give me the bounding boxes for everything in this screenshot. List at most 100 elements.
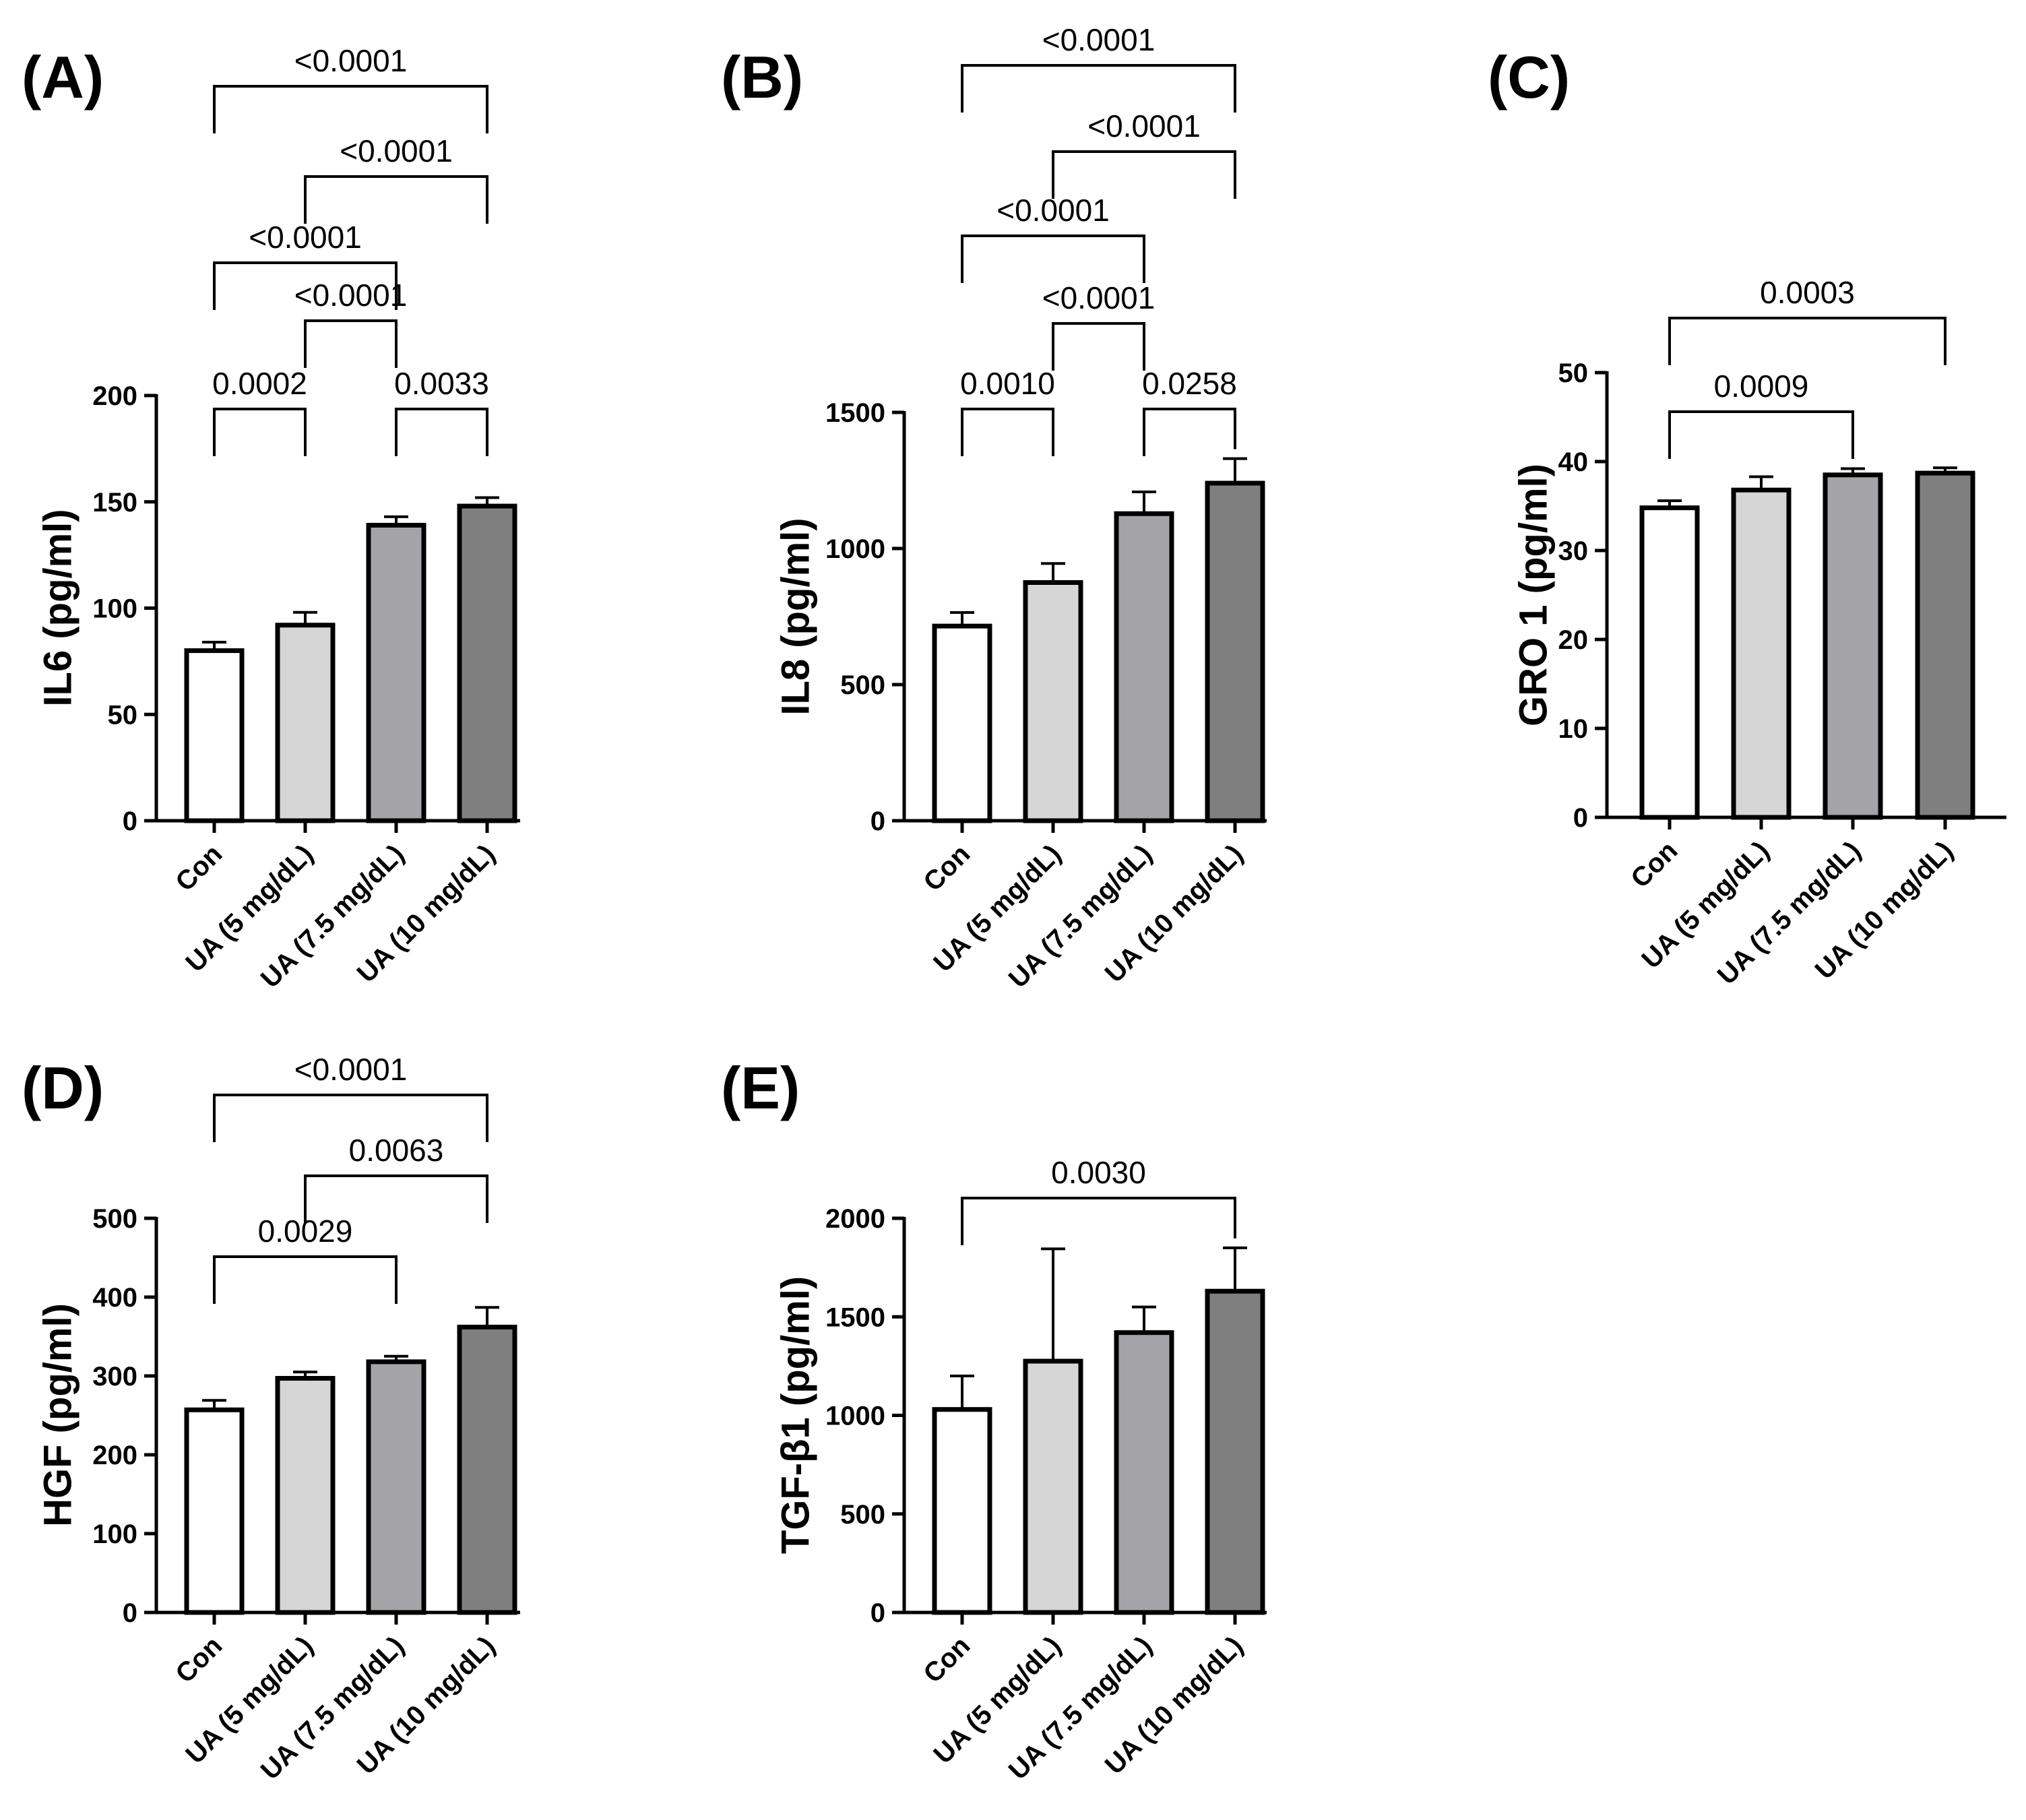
y-tick-label: 0	[870, 807, 885, 836]
significance-bracket	[213, 85, 488, 133]
p-value-label: <0.0001	[1087, 108, 1201, 144]
bar-con	[184, 648, 245, 823]
bar-con	[932, 1407, 992, 1615]
bar-ua-5	[275, 1376, 336, 1615]
significance-bracket	[961, 408, 1054, 456]
significance-bracket	[304, 319, 398, 368]
bar-ua-10	[1205, 1288, 1265, 1615]
y-tick-label: 100	[92, 594, 137, 624]
p-value-label: 0.0030	[1051, 1155, 1146, 1190]
p-value-label: 0.0009	[1714, 369, 1809, 404]
p-value-label: 0.0033	[394, 366, 489, 401]
x-tick-label: Con	[170, 839, 228, 897]
significance-bracket	[213, 261, 398, 310]
y-tick-label: 1000	[825, 1402, 885, 1431]
bar-ua-10	[457, 503, 517, 823]
bar-con	[932, 623, 992, 823]
bar-ua-5	[275, 623, 336, 823]
p-value-label: <0.0001	[294, 43, 408, 78]
y-axis-label: TGF-β1 (pg/ml)	[773, 1276, 817, 1554]
y-tick-label: 500	[840, 670, 885, 700]
significance-bracket	[395, 408, 488, 456]
significance-bracket	[304, 1174, 488, 1223]
y-tick-label: 50	[108, 700, 138, 730]
y-tick-label: 200	[92, 1441, 137, 1470]
significance-bracket	[961, 234, 1145, 283]
y-tick-label: 150	[92, 488, 137, 517]
bar-ua-7-5	[366, 522, 426, 823]
panel-label: (A)	[22, 44, 104, 111]
y-axis-label: GRO 1 (pg/ml)	[1511, 464, 1555, 726]
y-tick-label: 0	[123, 1598, 137, 1628]
p-value-label: 0.0010	[960, 366, 1055, 401]
y-axis-label: IL6 (pg/ml)	[36, 509, 80, 706]
panel-label: (B)	[721, 44, 803, 111]
bar-ua-10	[457, 1324, 517, 1615]
significance-bracket	[1052, 150, 1236, 199]
y-tick-label: 1500	[825, 1303, 885, 1332]
y-tick-label: 2000	[825, 1204, 885, 1234]
significance-bracket	[961, 64, 1236, 113]
y-tick-label: 500	[92, 1204, 137, 1234]
y-tick-label: 10	[1558, 714, 1589, 744]
y-axis-label: IL8 (pg/ml)	[773, 517, 817, 715]
p-value-label: 0.0063	[349, 1133, 444, 1168]
x-tick-label: Con	[918, 839, 976, 897]
significance-bracket	[213, 1094, 488, 1142]
y-tick-label: 20	[1558, 625, 1589, 655]
significance-bracket	[213, 408, 307, 456]
p-value-label: 0.0003	[1760, 275, 1855, 310]
significance-bracket	[213, 1255, 398, 1304]
y-tick-label: 200	[92, 381, 137, 411]
y-tick-label: 300	[92, 1362, 137, 1391]
bar-ua-5	[1023, 580, 1083, 823]
y-tick-label: 500	[840, 1500, 885, 1530]
bar-ua-5	[1023, 1358, 1083, 1615]
bar-ua-7-5	[1114, 511, 1174, 823]
bar-ua-7-5	[366, 1359, 426, 1615]
bar-con	[184, 1407, 245, 1615]
y-tick-label: 1500	[825, 398, 885, 428]
x-tick-label: Con	[1625, 836, 1683, 893]
bar-ua-7-5	[1114, 1330, 1174, 1615]
p-value-label: 0.0258	[1142, 366, 1237, 401]
p-value-label: 0.0002	[212, 366, 307, 401]
y-tick-label: 400	[92, 1283, 137, 1313]
x-tick-label: Con	[918, 1631, 976, 1689]
p-value-label: <0.0001	[1042, 280, 1156, 315]
p-value-label: <0.0001	[249, 220, 362, 255]
y-tick-label: 0	[1573, 803, 1588, 833]
y-tick-label: 30	[1558, 536, 1589, 566]
significance-bracket	[1668, 410, 1854, 459]
y-tick-label: 0	[870, 1598, 885, 1628]
panel-label: (C)	[1488, 44, 1570, 111]
y-tick-label: 1000	[825, 534, 885, 564]
significance-bracket	[1143, 408, 1236, 456]
p-value-label: <0.0001	[294, 1052, 408, 1087]
significance-bracket	[304, 175, 488, 224]
p-value-label: <0.0001	[340, 133, 453, 168]
bar-ua-10	[1205, 480, 1265, 823]
significance-bracket	[1052, 322, 1145, 371]
bar-ua-7-5	[1823, 472, 1883, 820]
bar-ua-5	[1731, 487, 1792, 820]
y-axis-label: HGF (pg/ml)	[36, 1303, 80, 1527]
significance-bracket	[961, 1197, 1236, 1245]
p-value-label: <0.0001	[1042, 22, 1156, 57]
y-tick-label: 100	[92, 1519, 137, 1549]
significance-bracket	[1668, 317, 1946, 365]
y-tick-label: 40	[1558, 447, 1589, 477]
p-value-label: <0.0001	[294, 278, 408, 313]
bar-ua-10	[1915, 470, 1975, 820]
y-tick-label: 0	[123, 807, 137, 836]
panel-label: (D)	[22, 1055, 104, 1121]
x-tick-label: Con	[170, 1631, 228, 1689]
y-tick-label: 50	[1558, 358, 1589, 388]
bar-con	[1639, 505, 1700, 820]
